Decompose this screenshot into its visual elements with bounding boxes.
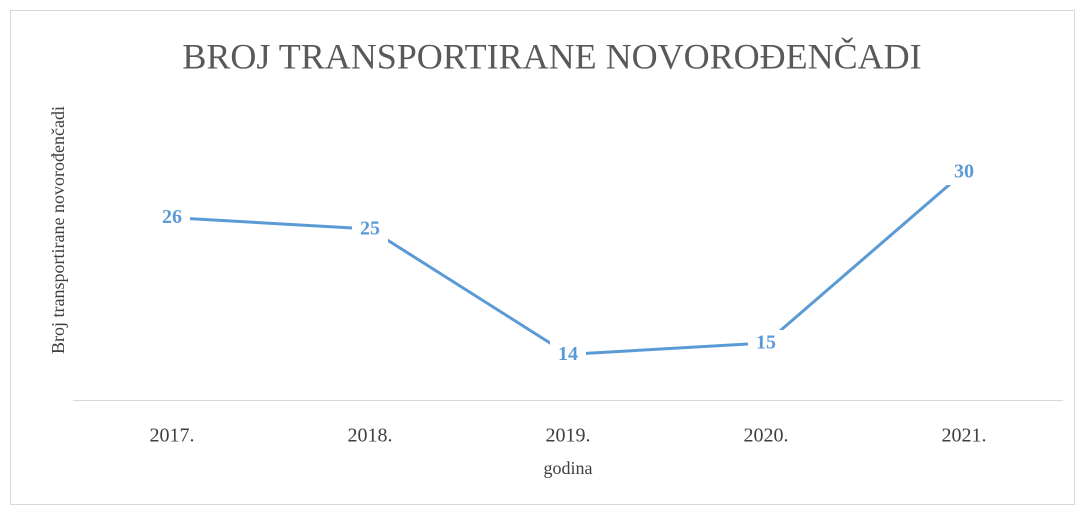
chart-border [10, 10, 1075, 505]
chart-title: BROJ TRANSPORTIRANE NOVOROĐENČADI [182, 36, 921, 76]
x-tick-label: 2021. [942, 425, 987, 447]
data-label: 30 [954, 161, 974, 183]
x-tick-label: 2018. [348, 425, 393, 447]
data-label-bg [154, 204, 190, 231]
x-tick-label: 2019. [546, 425, 591, 447]
x-axis-label: godina [544, 458, 593, 478]
x-tick-label: 2020. [744, 425, 789, 447]
data-label: 26 [162, 206, 182, 228]
data-label-bg [352, 216, 388, 242]
data-label: 25 [360, 218, 380, 240]
x-tick-label: 2017. [150, 425, 195, 447]
data-label-bg [946, 159, 982, 185]
data-label-bg [550, 341, 586, 368]
y-axis-label: Broj transportirane novorođenčadi [48, 106, 68, 354]
data-label: 15 [756, 332, 776, 354]
data-label-bg [748, 330, 784, 356]
data-label: 14 [558, 343, 578, 365]
